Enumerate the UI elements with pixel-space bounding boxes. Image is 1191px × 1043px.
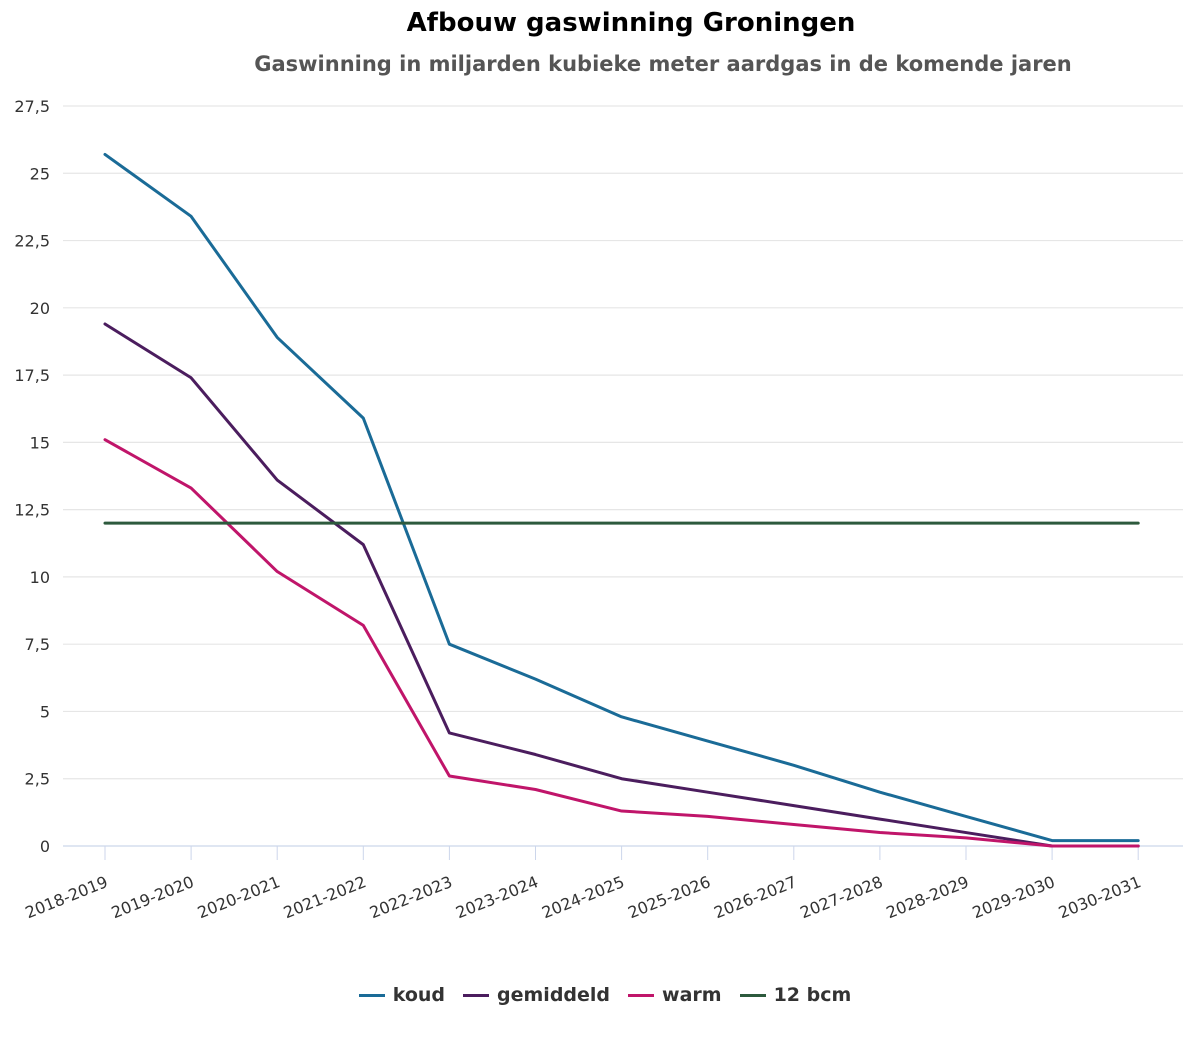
x-tick-label: 2023-2024 <box>453 872 541 922</box>
legend-label: gemiddeld <box>497 984 611 1006</box>
x-tick-label: 2021-2022 <box>281 872 369 922</box>
x-tick-label: 2027-2028 <box>797 872 885 922</box>
legend-swatch <box>358 993 385 997</box>
series-line-koud <box>103 152 1140 843</box>
x-tick-label: 2028-2029 <box>884 872 972 922</box>
legend-label: koud <box>392 984 446 1006</box>
x-tick-label: 2018-2019 <box>23 872 111 922</box>
y-tick-label: 20 <box>30 299 50 318</box>
y-tick-label: 15 <box>30 433 50 452</box>
legend-item[interactable]: 12 bcm <box>739 984 852 1006</box>
legend-item[interactable]: gemiddeld <box>463 984 610 1006</box>
y-tick-label: 7,5 <box>25 635 50 654</box>
y-tick-label: 27,5 <box>14 97 50 116</box>
y-tick-label: 17,5 <box>14 366 50 385</box>
x-tick-label: 2022-2023 <box>367 872 455 922</box>
y-tick-label: 22,5 <box>14 232 50 251</box>
x-tick-label: 2019-2020 <box>109 872 197 922</box>
y-tick-label: 25 <box>30 164 50 183</box>
legend-swatch <box>739 993 766 997</box>
y-tick-label: 10 <box>30 568 50 587</box>
x-tick-label: 2024-2025 <box>539 872 627 922</box>
legend-swatch <box>463 993 490 997</box>
y-tick-label: 5 <box>40 702 50 721</box>
legend-item[interactable]: warm <box>628 984 722 1006</box>
y-tick-label: 12,5 <box>14 501 50 520</box>
y-tick-label: 0 <box>40 837 50 856</box>
chart-title: Afbouw gaswinning Groningen <box>406 8 856 38</box>
legend-item[interactable]: koud <box>358 984 446 1006</box>
legend-label: 12 bcm <box>773 984 852 1006</box>
x-tick-label: 2025-2026 <box>625 872 713 922</box>
legend-swatch <box>628 993 655 997</box>
x-tick-label: 2029-2030 <box>970 872 1058 922</box>
x-tick-label: 2026-2027 <box>711 872 799 922</box>
y-tick-label: 2,5 <box>25 770 50 789</box>
series-line-warm <box>103 438 1140 848</box>
x-tick-label: 2030-2031 <box>1056 872 1144 922</box>
x-tick-label: 2020-2021 <box>195 872 283 922</box>
chart-legend: koud gemiddeld warm 12 bcm <box>0 984 1191 1006</box>
legend-label: warm <box>662 984 722 1006</box>
series-line-gemiddeld <box>103 322 1140 848</box>
chart-subtitle: Gaswinning in miljarden kubieke meter aa… <box>254 52 1072 76</box>
